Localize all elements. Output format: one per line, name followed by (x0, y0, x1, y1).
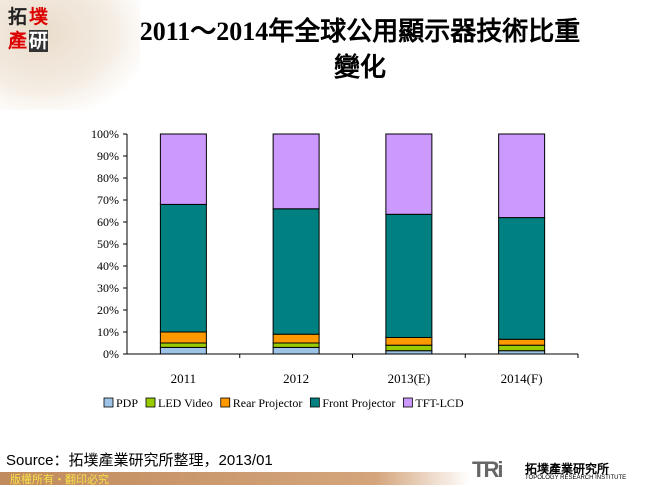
legend-swatch (103, 397, 114, 408)
bar-segment-rear-projector (159, 331, 207, 344)
y-tick-label: 30% (97, 281, 119, 295)
brand-name-en: TOPOLOGY RESEARCH INSTITUTE (525, 475, 627, 481)
x-tick-label: 2011 (171, 371, 197, 386)
y-tick-label: 20% (97, 303, 119, 317)
bar-segment-front-projector (272, 208, 320, 335)
y-tick-label: 100% (91, 127, 119, 141)
logo-char: 研 (29, 30, 49, 52)
bar-segment-tft-lcd (385, 133, 433, 215)
legend-label: TFT-LCD (415, 396, 464, 410)
logo: 拓 墣 產 研 (8, 6, 50, 54)
brand-name-cn: 拓墣產業研究所 (525, 462, 610, 476)
bar-segment-led-video (272, 342, 320, 348)
logo-char: 產 (8, 30, 28, 52)
legend-swatch (309, 397, 320, 408)
bar-segment-pdp (272, 346, 320, 355)
page-title: 2011～2014年全球公用顯示器技術比重 變化 (80, 14, 640, 86)
legend-swatch (145, 397, 156, 408)
bar-segment-pdp (159, 346, 207, 355)
bar-segment-tft-lcd (272, 133, 320, 210)
y-tick-label: 0% (103, 347, 119, 361)
bar-segment-led-video (498, 344, 546, 352)
y-tick-label: 80% (97, 171, 119, 185)
bar-segment-led-video (159, 342, 207, 348)
bar-segment-tft-lcd (159, 133, 207, 205)
legend-label: LED Video (158, 396, 213, 410)
bar-segment-rear-projector (385, 337, 433, 346)
x-tick-label: 2012 (283, 371, 309, 386)
logo-char: 拓 (8, 6, 28, 28)
brand-mark: TRi (472, 457, 503, 482)
background-map (0, 0, 140, 110)
y-tick-label: 90% (97, 149, 119, 163)
source-note: Source：拓墣產業研究所整理，2013/01 (6, 452, 273, 469)
footer-bar: 版權所有・翻印必究 (0, 472, 470, 486)
logo-char: 墣 (29, 6, 49, 28)
legend-label: PDP (116, 396, 138, 410)
legend-label: Rear Projector (233, 396, 303, 410)
bar-segment-tft-lcd (498, 133, 546, 219)
y-tick-label: 70% (97, 193, 119, 207)
y-tick-label: 60% (97, 215, 119, 229)
legend-label: Front Projector (322, 396, 395, 410)
title-line-1: 2011～2014年全球公用顯示器技術比重 (139, 17, 581, 46)
y-tick-label: 50% (97, 237, 119, 251)
bar-segment-front-projector (159, 203, 207, 333)
bar-segment-front-projector (385, 213, 433, 338)
y-tick-label: 10% (97, 325, 119, 339)
title-line-2: 變化 (333, 53, 386, 82)
legend-swatch (402, 397, 413, 408)
x-tick-label: 2014(F) (501, 371, 543, 386)
y-tick-label: 40% (97, 259, 119, 273)
legend-swatch (220, 397, 231, 408)
copyright-text: 版權所有・翻印必究 (10, 473, 109, 486)
bar-segment-led-video (385, 344, 433, 352)
bar-segment-rear-projector (498, 338, 546, 346)
tri-brand: TRi 拓墣產業研究所 TOPOLOGY RESEARCH INSTITUTE (472, 457, 626, 483)
bar-segment-rear-projector (272, 333, 320, 344)
bar-segment-front-projector (498, 217, 546, 340)
x-tick-label: 2013(E) (388, 371, 431, 386)
